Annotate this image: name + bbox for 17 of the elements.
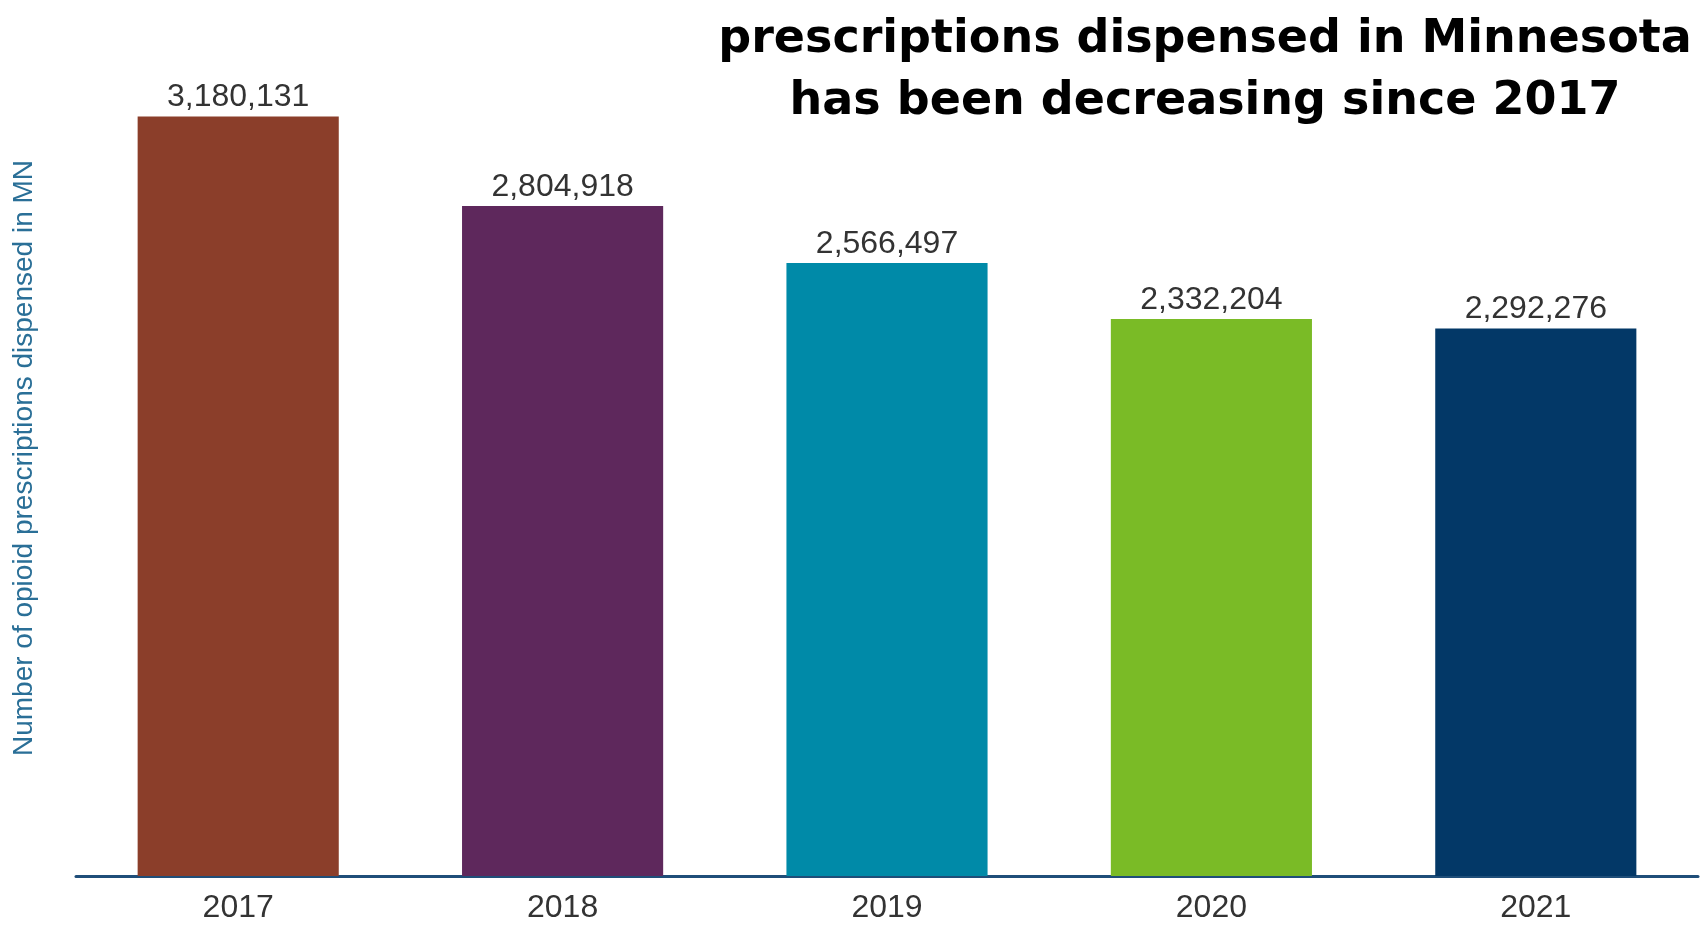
- bar: [1435, 328, 1637, 876]
- bar: [137, 116, 339, 876]
- bar: [1110, 318, 1312, 876]
- bar: [462, 206, 664, 876]
- bar: [786, 262, 988, 876]
- x-tick-label: 2017: [202, 888, 274, 924]
- y-axis-title: Number of opioid prescriptions dispensed in MN: [6, 159, 38, 757]
- chart-title: prescriptions dispensed in Minnesota has been decreasing since 2017: [718, 9, 1692, 125]
- x-tick-label: 2021: [1500, 888, 1572, 924]
- data-label: 2,332,204: [1140, 279, 1283, 316]
- data-label: 3,180,131: [167, 77, 310, 114]
- data-label: 2,292,276: [1464, 289, 1607, 326]
- data-label: 2,804,918: [491, 167, 634, 204]
- x-tick-label: 2018: [527, 888, 599, 924]
- data-label: 2,566,497: [815, 223, 959, 260]
- x-tick-label: 2019: [851, 888, 923, 924]
- x-tick-label: 2020: [1175, 888, 1247, 924]
